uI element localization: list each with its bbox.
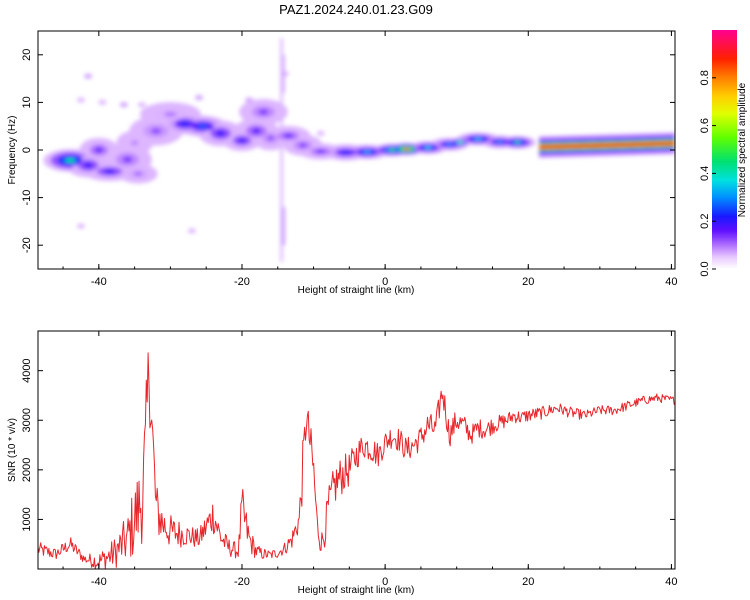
heatmap-speck (84, 73, 93, 79)
colorbar-tick-label: 0.6 (699, 118, 711, 133)
colorbar: 0.0 0.2 0.4 0.6 0.8 Normalized spectral ampl… (699, 30, 748, 277)
colorbar-tick-label: 0.8 (699, 70, 711, 85)
heatmap-spike (280, 38, 283, 262)
heatmap-blob (122, 156, 133, 163)
y-tick-label: 4000 (21, 358, 33, 382)
heatmap-speck (98, 99, 107, 105)
heatmap-speck (187, 228, 196, 234)
heatmap-speck (76, 223, 85, 229)
heatmap-blob (341, 150, 351, 155)
heatmap-blob (130, 140, 139, 146)
heatmap-speck (195, 95, 204, 101)
y-tick-label: 1000 (21, 507, 33, 531)
colorbar-tick-label: 0.0 (699, 261, 711, 276)
heatmap-blob (251, 128, 261, 134)
x-tick-label: -20 (234, 276, 250, 288)
heatmap-blob (150, 127, 162, 134)
spectrogram-y-axis: -20 -10 0 10 20 (21, 49, 675, 253)
spectrogram-y-label: Frequency (Hz) (7, 116, 18, 185)
snr-x-axis: -40 -20 0 20 40 (62, 331, 678, 588)
colorbar-tick-label: 0.2 (699, 214, 711, 229)
spectrogram-heatmap (43, 38, 675, 262)
heatmap-blob (266, 135, 275, 141)
colorbar-label: Normalized spectral amplitude (737, 82, 748, 217)
chart-title: PAZ1.2024.240.01.23.G09 (279, 2, 433, 17)
y-tick-label: -10 (21, 190, 33, 206)
x-tick-label: -40 (91, 276, 107, 288)
heatmap-blob (64, 158, 76, 163)
heatmap-blob (298, 143, 307, 148)
heatmap-blob (388, 148, 397, 152)
y-tick-label: 20 (21, 49, 33, 61)
heatmap-ridge (539, 141, 675, 150)
x-tick-label: 20 (522, 276, 534, 288)
heatmap-blob (237, 138, 246, 143)
heatmap-blob (258, 109, 269, 115)
heatmap-blob (164, 111, 177, 117)
colorbar-gradient (712, 30, 737, 269)
snr-frame (37, 330, 676, 570)
colorbar-tick-label: 0.4 (699, 166, 711, 181)
heatmap-blob (495, 140, 504, 144)
heatmap-blob (445, 142, 454, 146)
snr-y-axis: 1000 2000 3000 4000 (21, 358, 675, 532)
spectrogram-x-axis: -40 -20 0 20 40 (62, 31, 678, 288)
heatmap-blob (180, 121, 190, 126)
heatmap-spike (282, 207, 285, 246)
snr-x-label: Height of straight line (km) (298, 585, 415, 596)
heatmap-blob (283, 133, 294, 138)
heatmap-blob (362, 150, 372, 154)
x-tick-label: -40 (91, 576, 107, 588)
snr-y-label: SNR (10 * v/v) (7, 418, 18, 482)
heatmap-blob (402, 147, 411, 151)
heatmap-speck (137, 102, 146, 108)
y-tick-label: 0 (21, 147, 33, 153)
heatmap-blob (104, 169, 116, 174)
spectrogram-x-label: Height of straight line (km) (298, 285, 415, 296)
y-tick-label: 2000 (21, 458, 33, 482)
heatmap-blob (316, 149, 326, 154)
heatmap-blob (216, 130, 226, 137)
heatmap-blob (473, 137, 483, 141)
spectrogram-panel: -40 -20 0 20 40 -20 -10 0 10 20 Height of straig… (7, 30, 678, 296)
heatmap-speck (76, 97, 85, 103)
heatmap-blob (83, 162, 93, 168)
y-tick-label: -20 (21, 237, 33, 253)
y-tick-label: 10 (21, 96, 33, 108)
x-tick-label: 40 (665, 276, 677, 288)
colorbar-ticks: 0.0 0.2 0.4 0.6 0.8 (699, 70, 716, 277)
snr-series-line (38, 352, 675, 569)
heatmap-blob (424, 146, 433, 149)
x-tick-label: 0 (382, 576, 388, 588)
heatmap-blob (134, 171, 143, 176)
snr-panel: -40 -20 0 20 40 1000 2000 3000 4000 Height of s… (7, 330, 678, 596)
heatmap-blob (94, 147, 103, 153)
y-tick-label: 3000 (21, 408, 33, 432)
x-tick-label: 20 (522, 576, 534, 588)
heatmap-blob (458, 141, 463, 144)
heatmap-speck (316, 130, 325, 136)
heatmap-spike (282, 54, 285, 93)
x-tick-label: 40 (665, 576, 677, 588)
heatmap-blob (197, 124, 208, 129)
x-tick-label: 0 (382, 276, 388, 288)
x-tick-label: -20 (234, 576, 250, 588)
heatmap-blob (513, 141, 522, 144)
heatmap-speck (119, 102, 128, 108)
